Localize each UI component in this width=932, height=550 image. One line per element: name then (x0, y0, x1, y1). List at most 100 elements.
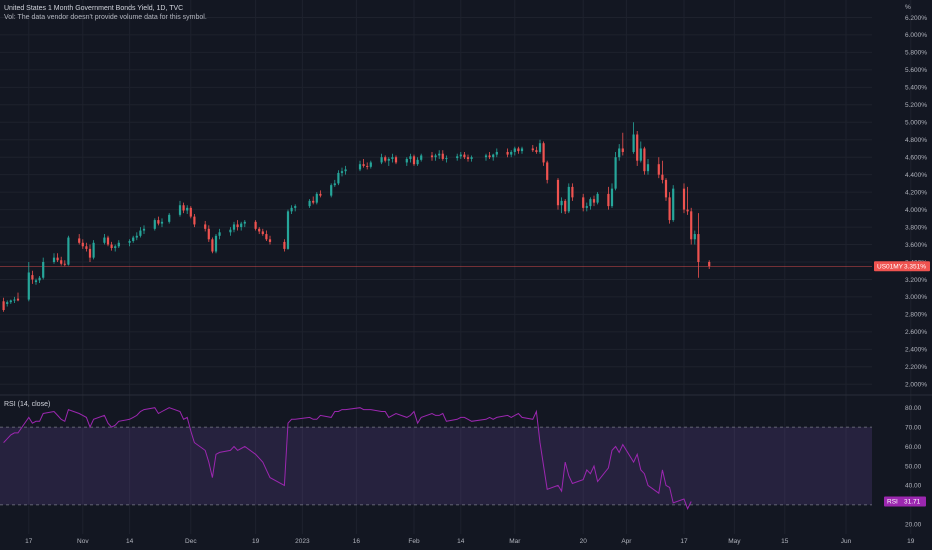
candle[interactable] (556, 178, 560, 210)
candle[interactable] (614, 151, 617, 191)
candle[interactable] (517, 146, 520, 154)
candle[interactable] (610, 183, 614, 208)
candle[interactable] (535, 146, 538, 154)
candle[interactable] (258, 227, 261, 235)
candle[interactable] (682, 183, 686, 214)
candle[interactable] (243, 220, 246, 228)
candle[interactable] (315, 192, 318, 205)
candle[interactable] (294, 204, 297, 212)
candle[interactable] (114, 244, 117, 252)
candle[interactable] (232, 221, 236, 233)
candle[interactable] (690, 207, 693, 245)
candle[interactable] (513, 146, 516, 156)
candle[interactable] (567, 183, 570, 214)
candle[interactable] (160, 218, 164, 228)
candle[interactable] (488, 151, 491, 159)
candle[interactable] (182, 202, 185, 214)
candle[interactable] (697, 213, 700, 278)
candle[interactable] (646, 158, 650, 175)
candle[interactable] (268, 235, 272, 245)
candle[interactable] (168, 213, 171, 224)
candle[interactable] (664, 178, 668, 201)
candle[interactable] (207, 225, 210, 242)
candle[interactable] (193, 213, 196, 228)
candle[interactable] (438, 150, 441, 159)
candle[interactable] (283, 239, 286, 252)
candle[interactable] (369, 160, 372, 169)
candle[interactable] (621, 132, 624, 156)
candle[interactable] (434, 153, 437, 161)
candle[interactable] (466, 154, 470, 162)
candle[interactable] (139, 227, 142, 238)
candle[interactable] (229, 227, 232, 236)
candle[interactable] (394, 155, 398, 165)
candle[interactable] (16, 292, 20, 302)
candle[interactable] (265, 230, 268, 242)
candle[interactable] (564, 199, 567, 214)
candle[interactable] (582, 193, 585, 212)
candle[interactable] (585, 202, 588, 212)
candle[interactable] (85, 242, 88, 252)
candle[interactable] (492, 153, 495, 161)
candle[interactable] (510, 150, 513, 158)
candle[interactable] (618, 144, 621, 161)
candle[interactable] (495, 148, 498, 158)
candle[interactable] (546, 160, 549, 184)
candle[interactable] (42, 257, 45, 280)
candle[interactable] (103, 234, 106, 245)
rsi-indicator-label[interactable]: RSI (14, close) (4, 401, 51, 408)
candle[interactable] (186, 205, 189, 214)
candle[interactable] (178, 200, 182, 217)
candle[interactable] (657, 157, 660, 179)
candle[interactable] (571, 183, 574, 201)
candle[interactable] (261, 228, 264, 236)
candle[interactable] (157, 216, 160, 226)
candle[interactable] (459, 151, 462, 159)
candle[interactable] (135, 232, 138, 241)
candle[interactable] (117, 240, 120, 249)
candle[interactable] (34, 278, 38, 285)
candle[interactable] (560, 197, 563, 214)
candle[interactable] (520, 146, 524, 154)
candle[interactable] (128, 239, 131, 247)
candle[interactable] (639, 141, 642, 163)
candle[interactable] (387, 157, 390, 166)
candle[interactable] (391, 153, 394, 163)
candle[interactable] (92, 240, 95, 260)
candle[interactable] (538, 139, 542, 154)
candle[interactable] (78, 234, 81, 245)
candle[interactable] (409, 153, 412, 163)
candle[interactable] (67, 235, 70, 266)
candle[interactable] (9, 299, 12, 304)
candle[interactable] (430, 151, 434, 161)
candle[interactable] (106, 235, 110, 247)
candle[interactable] (110, 241, 113, 251)
candle[interactable] (240, 221, 243, 231)
candle[interactable] (366, 162, 369, 170)
candle[interactable] (81, 239, 84, 249)
candle[interactable] (362, 158, 365, 168)
candle[interactable] (643, 146, 646, 175)
candle[interactable] (60, 256, 63, 266)
candle[interactable] (344, 165, 347, 175)
candle[interactable] (189, 206, 192, 219)
candle[interactable] (686, 186, 689, 215)
candle[interactable] (132, 235, 135, 243)
candle[interactable] (445, 155, 448, 163)
candle[interactable] (340, 167, 344, 177)
candle[interactable] (319, 190, 322, 198)
candle[interactable] (405, 157, 408, 166)
candle[interactable] (672, 185, 675, 222)
candle[interactable] (308, 199, 311, 208)
candle[interactable] (441, 150, 444, 161)
candle[interactable] (632, 122, 635, 154)
candle[interactable] (607, 186, 610, 210)
candle[interactable] (420, 153, 423, 162)
candle[interactable] (286, 209, 290, 250)
candle[interactable] (337, 170, 340, 186)
candle[interactable] (56, 253, 59, 262)
candle[interactable] (708, 260, 711, 269)
candle[interactable] (463, 151, 466, 159)
candle[interactable] (38, 275, 41, 283)
